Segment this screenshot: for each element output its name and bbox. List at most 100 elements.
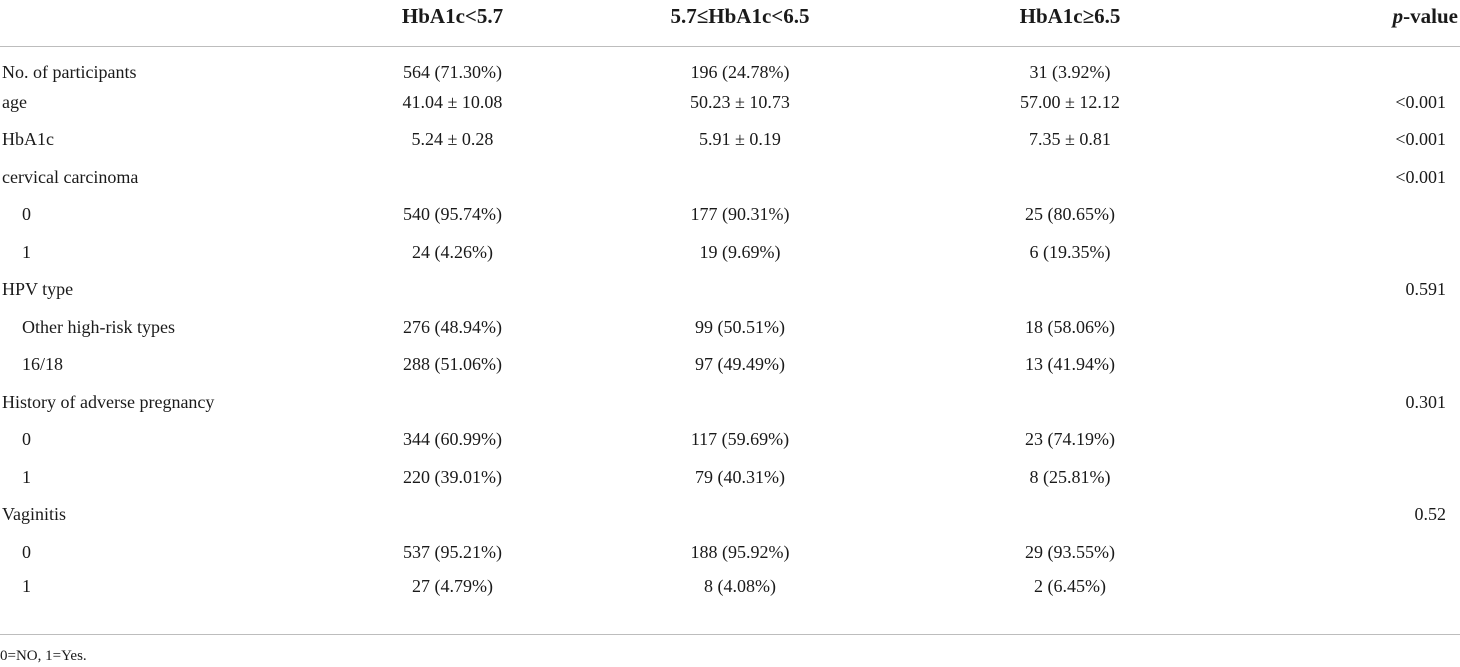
cell-pvalue bbox=[1235, 459, 1460, 497]
table-row: HPV type 0.591 bbox=[0, 271, 1460, 309]
cell-pvalue bbox=[1235, 309, 1460, 347]
table-row: No. of participants 564 (71.30%) 196 (24.7… bbox=[0, 46, 1460, 84]
table-header: HbA1c<5.7 5.7≤HbA1c<6.5 HbA1c≥6.5 p-valu… bbox=[0, 0, 1460, 47]
cell-pvalue bbox=[1235, 346, 1460, 384]
cell-group-hba1c-high: 31 (3.92%) bbox=[1029, 61, 1111, 82]
cell-group-hba1c-low: 220 (39.01%) bbox=[403, 466, 502, 487]
cell-group-hba1c-mid: 196 (24.78%) bbox=[690, 61, 790, 82]
cell-group-hba1c-high bbox=[905, 384, 1235, 422]
row-label: 1 bbox=[22, 241, 31, 262]
row-label: 1 bbox=[22, 466, 31, 487]
cell-group-hba1c-mid bbox=[575, 496, 905, 534]
cell-pvalue: <0.001 bbox=[1395, 166, 1446, 187]
row-label: 0 bbox=[22, 429, 31, 450]
header-pvalue-italic: p bbox=[1392, 4, 1404, 28]
cell-group-hba1c-low: 288 (51.06%) bbox=[403, 354, 502, 375]
table-footnote: 0=NO, 1=Yes. bbox=[0, 648, 87, 664]
cell-group-hba1c-mid: 177 (90.31%) bbox=[690, 204, 790, 225]
cell-group-hba1c-mid bbox=[575, 159, 905, 197]
row-label: 16/18 bbox=[22, 354, 64, 375]
cell-pvalue bbox=[1235, 571, 1460, 609]
cell-pvalue: <0.001 bbox=[1395, 129, 1446, 150]
table-row: Vaginitis 0.52 bbox=[0, 496, 1460, 534]
cell-group-hba1c-low bbox=[330, 496, 575, 534]
header-group-hba1c-high: HbA1c≥6.5 bbox=[905, 0, 1235, 47]
cell-group-hba1c-mid: 5.91 ± 0.19 bbox=[699, 129, 781, 150]
cell-group-hba1c-mid: 97 (49.49%) bbox=[695, 354, 785, 375]
cell-group-hba1c-high: 29 (93.55%) bbox=[1025, 541, 1115, 562]
table-row: 0 344 (60.99%) 117 (59.69%) 23 (74.19%) bbox=[0, 421, 1460, 459]
cell-group-hba1c-mid: 19 (9.69%) bbox=[699, 241, 781, 262]
cell-pvalue: 0.301 bbox=[1405, 391, 1447, 412]
cell-group-hba1c-low bbox=[330, 384, 575, 422]
table-row: 16/18 288 (51.06%) 97 (49.49%) 13 (41.94%) bbox=[0, 346, 1460, 384]
row-label: Other high-risk types bbox=[22, 316, 175, 337]
table-body: No. of participants 564 (71.30%) 196 (24.7… bbox=[0, 46, 1460, 609]
cell-group-hba1c-high: 2 (6.45%) bbox=[1034, 576, 1106, 597]
header-label bbox=[0, 0, 330, 47]
cell-group-hba1c-mid: 8 (4.08%) bbox=[704, 576, 776, 597]
cell-group-hba1c-mid: 79 (40.31%) bbox=[695, 466, 785, 487]
row-label: cervical carcinoma bbox=[2, 166, 139, 187]
header-pvalue-rest: -value bbox=[1403, 4, 1458, 28]
cell-group-hba1c-mid: 50.23 ± 10.73 bbox=[690, 91, 790, 112]
header-group-hba1c-low: HbA1c<5.7 bbox=[330, 0, 575, 47]
row-label: HbA1c bbox=[2, 129, 54, 150]
cell-group-hba1c-low: 41.04 ± 10.08 bbox=[402, 91, 503, 112]
table-row: cervical carcinoma <0.001 bbox=[0, 159, 1460, 197]
table-row: Other high-risk types 276 (48.94%) 99 (50.… bbox=[0, 309, 1460, 347]
table-row: 1 24 (4.26%) 19 (9.69%) 6 (19.35%) bbox=[0, 234, 1460, 272]
cell-group-hba1c-low: 5.24 ± 0.28 bbox=[411, 129, 494, 150]
characteristics-table: HbA1c<5.7 5.7≤HbA1c<6.5 HbA1c≥6.5 p-valu… bbox=[0, 0, 1460, 609]
table-row: History of adverse pregnancy 0.301 bbox=[0, 384, 1460, 422]
row-label: History of adverse pregnancy bbox=[2, 391, 215, 412]
cell-group-hba1c-high: 25 (80.65%) bbox=[1025, 204, 1115, 225]
cell-group-hba1c-low: 564 (71.30%) bbox=[403, 61, 502, 82]
data-table-container: HbA1c<5.7 5.7≤HbA1c<6.5 HbA1c≥6.5 p-valu… bbox=[0, 0, 1460, 609]
cell-group-hba1c-mid: 99 (50.51%) bbox=[695, 316, 785, 337]
table-row: HbA1c 5.24 ± 0.28 5.91 ± 0.19 7.35 ± 0.81 <0… bbox=[0, 121, 1460, 159]
cell-group-hba1c-mid bbox=[575, 384, 905, 422]
cell-pvalue: 0.52 bbox=[1414, 504, 1447, 525]
row-label: 1 bbox=[22, 576, 31, 597]
row-label: Vaginitis bbox=[2, 504, 67, 525]
table-row: 1 220 (39.01%) 79 (40.31%) 8 (25.81%) bbox=[0, 459, 1460, 497]
row-label: 0 bbox=[22, 541, 31, 562]
table-row: 1 27 (4.79%) 8 (4.08%) 2 (6.45%) bbox=[0, 571, 1460, 609]
cell-group-hba1c-low: 24 (4.26%) bbox=[412, 241, 493, 262]
cell-group-hba1c-low: 537 (95.21%) bbox=[403, 541, 502, 562]
cell-group-hba1c-high: 8 (25.81%) bbox=[1029, 466, 1111, 487]
cell-group-hba1c-high: 7.35 ± 0.81 bbox=[1029, 129, 1111, 150]
row-label: age bbox=[2, 91, 27, 112]
cell-group-hba1c-high: 6 (19.35%) bbox=[1029, 241, 1111, 262]
cell-group-hba1c-high bbox=[905, 271, 1235, 309]
cell-pvalue bbox=[1235, 196, 1460, 234]
cell-group-hba1c-high bbox=[905, 159, 1235, 197]
cell-pvalue: <0.001 bbox=[1395, 91, 1446, 112]
cell-group-hba1c-low bbox=[330, 159, 575, 197]
cell-group-hba1c-low bbox=[330, 271, 575, 309]
table-row: age 41.04 ± 10.08 50.23 ± 10.73 57.00 ± 12.… bbox=[0, 84, 1460, 122]
cell-pvalue bbox=[1235, 534, 1460, 572]
cell-group-hba1c-high: 18 (58.06%) bbox=[1025, 316, 1115, 337]
cell-group-hba1c-high: 13 (41.94%) bbox=[1025, 354, 1115, 375]
header-pvalue: p-value bbox=[1235, 0, 1460, 47]
cell-group-hba1c-mid: 188 (95.92%) bbox=[690, 541, 790, 562]
table-row: 0 537 (95.21%) 188 (95.92%) 29 (93.55%) bbox=[0, 534, 1460, 572]
cell-group-hba1c-low: 540 (95.74%) bbox=[403, 204, 502, 225]
table-row: 0 540 (95.74%) 177 (90.31%) 25 (80.65%) bbox=[0, 196, 1460, 234]
cell-group-hba1c-mid: 117 (59.69%) bbox=[690, 429, 790, 450]
row-label: 0 bbox=[22, 204, 31, 225]
table-bottom-rule bbox=[0, 634, 1460, 635]
cell-group-hba1c-high: 23 (74.19%) bbox=[1025, 429, 1115, 450]
cell-pvalue bbox=[1235, 421, 1460, 459]
row-label: No. of participants bbox=[2, 61, 137, 82]
cell-pvalue: 0.591 bbox=[1405, 279, 1447, 300]
cell-group-hba1c-high bbox=[905, 496, 1235, 534]
row-label: HPV type bbox=[2, 279, 74, 300]
cell-group-hba1c-low: 27 (4.79%) bbox=[412, 576, 493, 597]
header-row: HbA1c<5.7 5.7≤HbA1c<6.5 HbA1c≥6.5 p-valu… bbox=[0, 0, 1460, 47]
cell-group-hba1c-low: 276 (48.94%) bbox=[403, 316, 502, 337]
cell-pvalue bbox=[1235, 46, 1460, 84]
header-group-hba1c-mid: 5.7≤HbA1c<6.5 bbox=[575, 0, 905, 47]
